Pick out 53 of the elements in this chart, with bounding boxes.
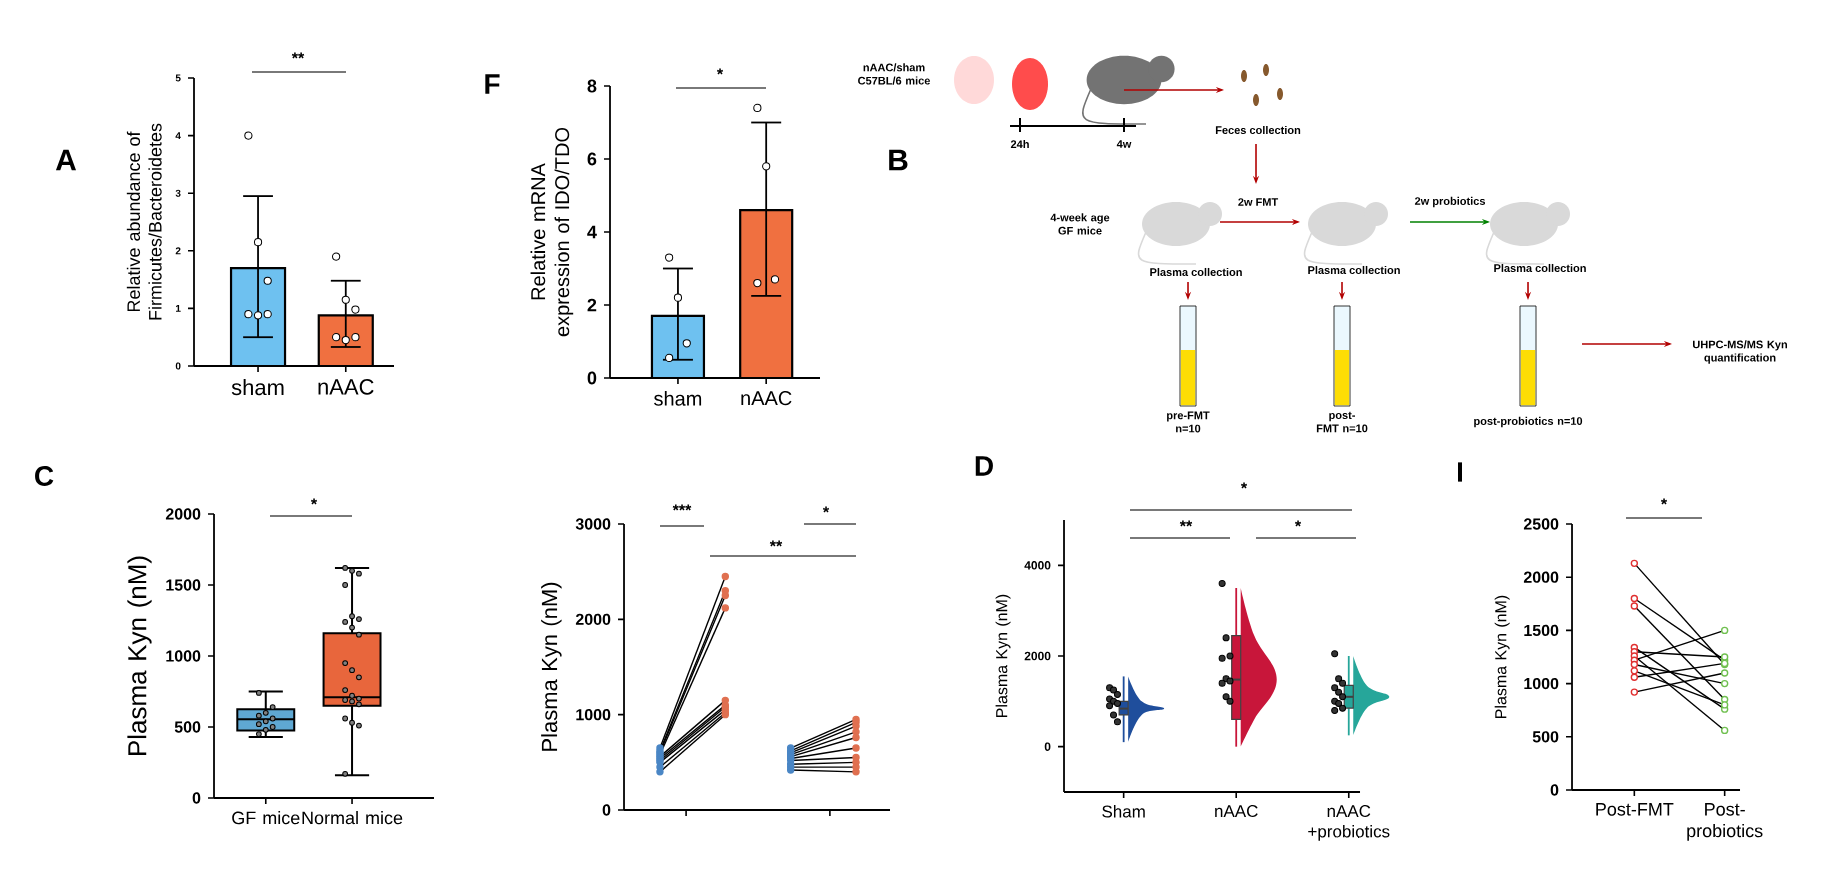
annotation: **: [1179, 520, 1193, 527]
y-tick-label: 3000: [575, 518, 611, 530]
y-tick-label: 0: [1550, 784, 1559, 796]
text: **: [291, 52, 305, 59]
text: B: [889, 149, 908, 171]
y-axis-title: Plasma Kyn (nM): [127, 556, 152, 755]
text: *: [822, 506, 830, 513]
y-tick-label: 2000: [1523, 571, 1559, 583]
x-tick-label: Post-probiotics: [1687, 803, 1763, 841]
x-tick-label: Sham: [1102, 805, 1145, 818]
y-tick-label: 2000: [575, 613, 611, 625]
y-axis-title: Plasma Kyn (nM): [541, 582, 562, 751]
x-tick-label: GF mice: [232, 811, 300, 825]
y-tick-label: 4: [587, 225, 597, 239]
annotation: **: [769, 540, 783, 547]
y-axis-title: Relative mRNA expression of IDO/TDO: [530, 127, 574, 337]
x-tick-label: nAAC: [318, 379, 374, 395]
y-axis-title: Relative abundance of Firmicutes/Bacteroidetes: [126, 123, 162, 320]
annotation: *: [1294, 520, 1302, 527]
y-tick-label: 1500: [166, 579, 201, 591]
y-tick-label: 0: [602, 804, 611, 816]
y-tick-label: 500: [1532, 731, 1559, 743]
text: *: [1240, 482, 1248, 489]
y-tick-label: 2000: [165, 508, 201, 520]
x-tick-label: Normal mice: [302, 811, 403, 825]
x-tick-label: sham: [654, 391, 702, 406]
y-tick-label: 2500: [1523, 518, 1559, 530]
text: *: [1660, 498, 1668, 505]
chart-title: C: [35, 466, 54, 486]
x-tick-label: nAAC +probiotics: [1308, 805, 1390, 841]
x-tick-label: nAAC: [1215, 805, 1258, 818]
chart-title: D: [975, 456, 993, 476]
text: *: [310, 498, 318, 505]
text: ***: [672, 504, 692, 511]
y-tick-label: 1500: [1524, 624, 1559, 637]
y-tick-label: 2: [587, 298, 597, 312]
y-axis-title: Plasma Kyn (nM): [995, 594, 1011, 717]
x-tick-label: nAAC: [741, 391, 792, 406]
y-tick-label: 6: [587, 152, 597, 166]
y-tick-label: 1000: [576, 709, 611, 721]
text: *: [716, 68, 724, 75]
chart-title: F: [485, 74, 500, 94]
y-tick-label: 0: [192, 792, 201, 804]
y-tick-label: 8: [587, 79, 597, 93]
x-tick-label: Post-FMT: [1596, 803, 1674, 816]
y-axis-title: Plasma Kyn (nM): [1494, 595, 1510, 718]
y-tick-label: 1000: [1524, 677, 1559, 690]
chart-title: I: [1458, 462, 1463, 482]
text: A: [55, 149, 77, 171]
y-tick-label: 500: [174, 721, 201, 733]
y-tick-label: 1000: [166, 650, 201, 662]
y-tick-label: 0: [587, 371, 597, 385]
x-tick-label: sham: [231, 379, 284, 396]
